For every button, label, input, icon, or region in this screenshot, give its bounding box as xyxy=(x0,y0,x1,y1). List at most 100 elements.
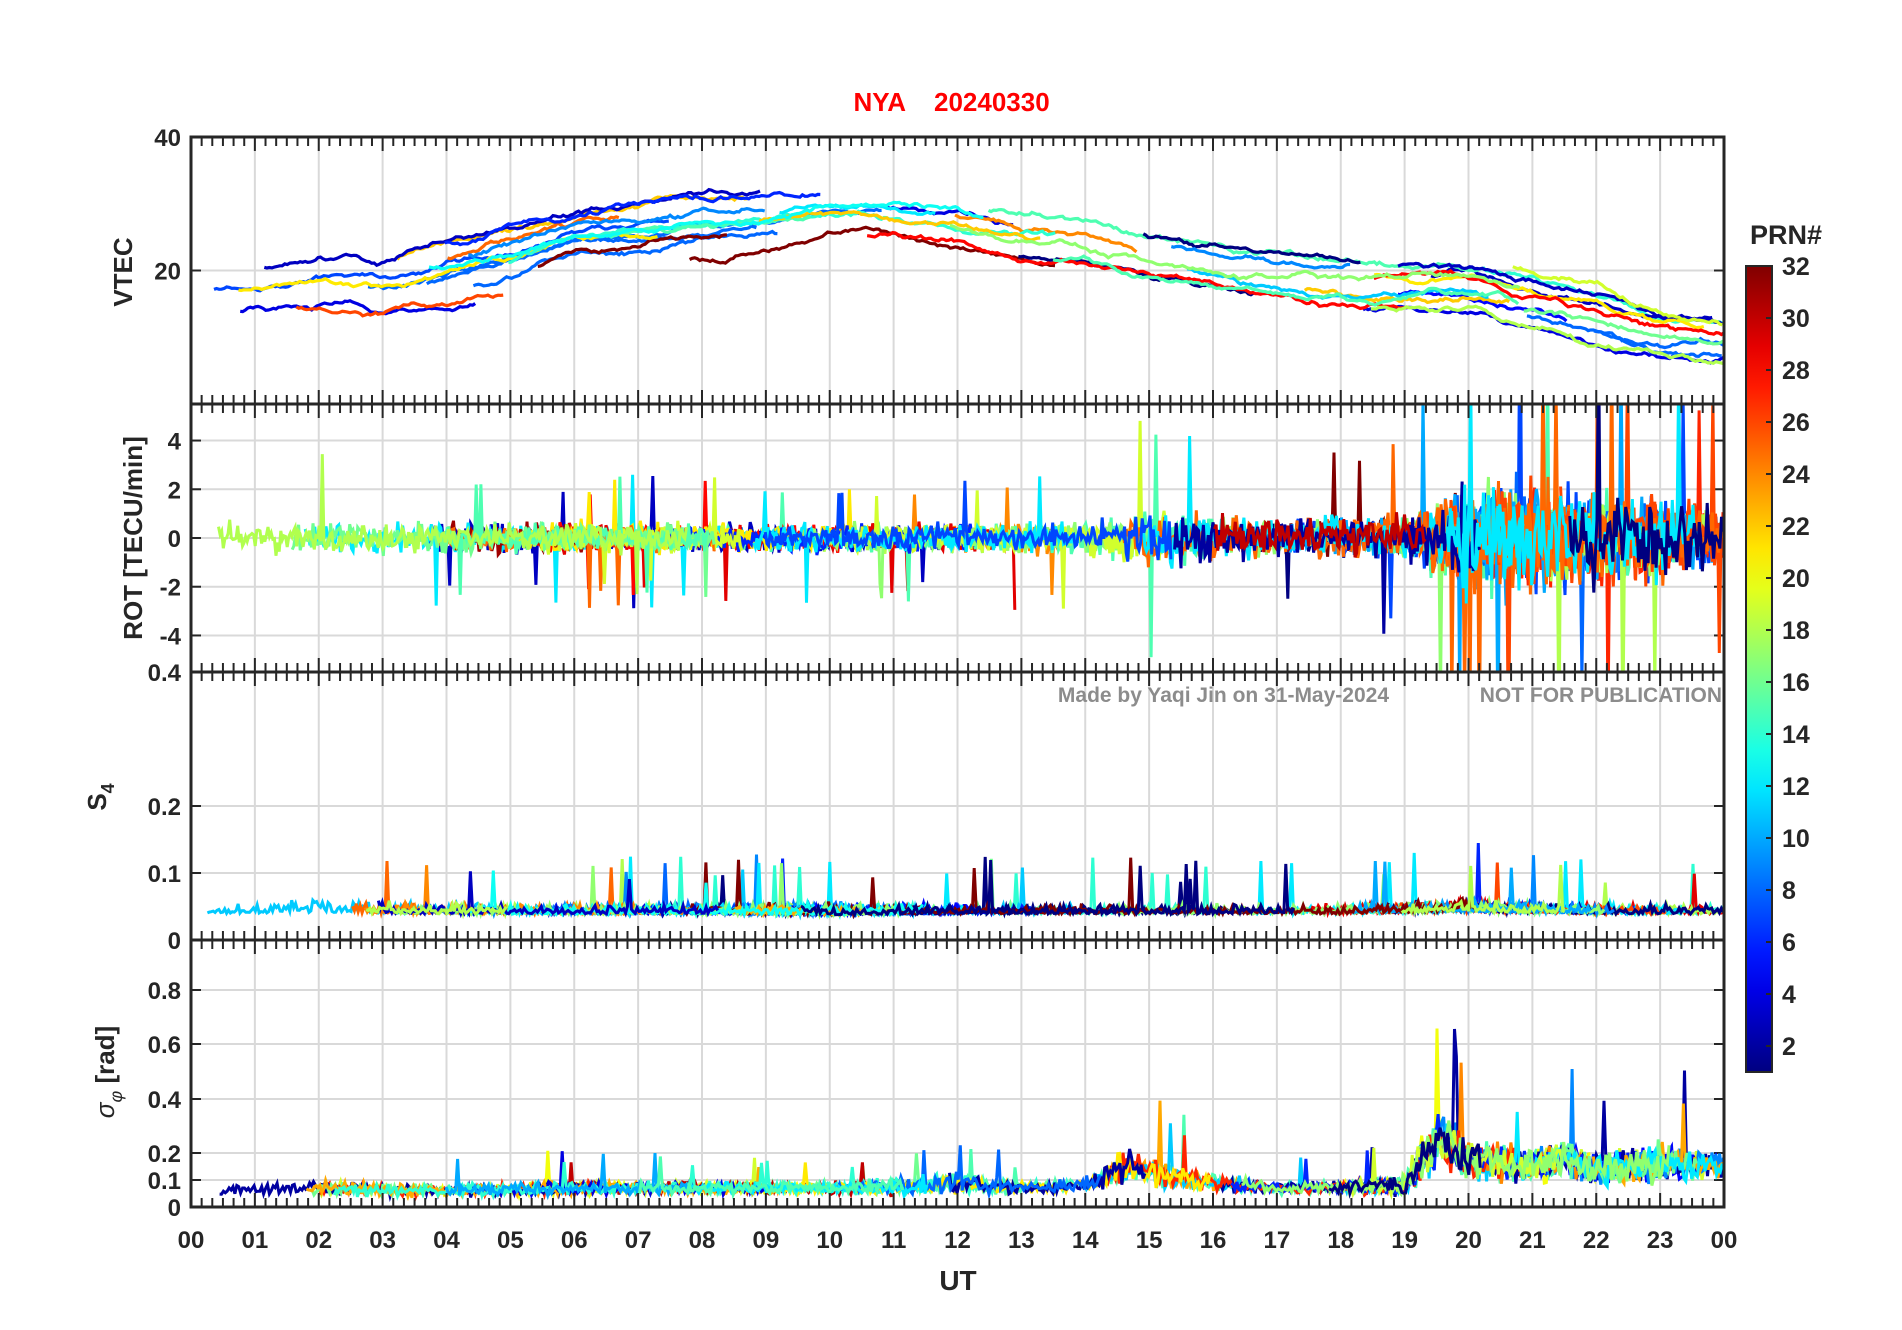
x-tick-labels: 00 01 02 03 04 05 06 07 08 09 10 11 12 13 14 15 16 17 18 19… xyxy=(178,1227,1738,1254)
colorbar-tick-label: 30 xyxy=(1782,305,1810,333)
x-tick-label: 01 xyxy=(242,1227,269,1254)
x-tick-label: 02 xyxy=(305,1227,332,1254)
y-tick-label: 0.4 xyxy=(148,660,182,687)
vtec-trace xyxy=(295,293,504,318)
x-tick-label: 13 xyxy=(1008,1227,1035,1254)
panel-frame xyxy=(189,938,1726,1209)
x-tick-label: 23 xyxy=(1647,1227,1674,1254)
rot-trace xyxy=(1213,512,1427,558)
y-tick-label: 40 xyxy=(154,125,181,152)
colorbar-tick-label: 26 xyxy=(1782,409,1810,437)
vtec-trace xyxy=(1512,265,1723,327)
y-tick-label: 0.1 xyxy=(148,861,181,888)
y-tick-label: -2 xyxy=(160,575,181,602)
vtec-trace xyxy=(1362,304,1724,365)
vtec-trace xyxy=(949,223,1521,290)
y-tick-label: 0.6 xyxy=(148,1032,181,1059)
colorbar-tick-label: 6 xyxy=(1782,929,1796,957)
y-tick-label: 0.8 xyxy=(148,978,181,1005)
vtec-trace xyxy=(263,187,761,270)
vtec-trace xyxy=(954,213,1138,254)
x-tick-label: 16 xyxy=(1200,1227,1227,1254)
svg-text:S4: S4 xyxy=(82,783,118,810)
x-axis-label: UT xyxy=(939,1265,976,1296)
colorbar-tick-label: 12 xyxy=(1782,773,1810,801)
vtec-trace xyxy=(428,200,984,271)
rot-trace xyxy=(763,480,1173,562)
colorbar-tick-label: 18 xyxy=(1782,617,1810,645)
x-tick-label: 15 xyxy=(1136,1227,1163,1254)
colorbar-tick-label: 14 xyxy=(1782,721,1810,749)
y-tick-label: 20 xyxy=(154,259,181,286)
colorbar-tick-label: 32 xyxy=(1782,253,1810,281)
vtec-trace xyxy=(425,224,757,286)
colorbar-tick-label: 16 xyxy=(1782,669,1810,697)
colorbar-label: PRN# xyxy=(1750,220,1822,250)
vtec-trace xyxy=(758,210,1041,242)
trace-layer xyxy=(206,843,1724,921)
y-tick-label: 0 xyxy=(168,1195,181,1222)
vtec-trace xyxy=(1397,261,1713,321)
x-tick-label: 10 xyxy=(816,1227,843,1254)
x-tick-label: 05 xyxy=(497,1227,524,1254)
watermark-author: Made by Yaqi Jin on 31-May-2024 xyxy=(1058,684,1389,707)
x-tick-label: 09 xyxy=(753,1227,780,1254)
colorbar-tick-label: 22 xyxy=(1782,513,1810,541)
y-tick-label: 0 xyxy=(168,526,181,553)
rot-trace xyxy=(1568,404,1724,593)
chart-title-date: 20240330 xyxy=(934,87,1050,117)
colorbar-tick-label: 4 xyxy=(1782,981,1796,1009)
s4-trace xyxy=(365,899,508,917)
rot-panel: 4 2 0 -2 -4 xyxy=(160,402,1726,674)
x-tick-label: 08 xyxy=(689,1227,716,1254)
y-tick-label: 4 xyxy=(168,429,182,456)
vtec-trace xyxy=(1142,232,1361,265)
vtec-trace xyxy=(468,206,766,260)
vtec-trace xyxy=(987,207,1480,273)
trace-layer xyxy=(219,1028,1724,1203)
vtec-trace xyxy=(1526,314,1724,350)
vtec-trace xyxy=(213,218,669,293)
vtec-trace xyxy=(537,233,728,268)
vtec-trace xyxy=(1523,307,1724,346)
trace-layer xyxy=(213,187,1724,366)
x-tick-label: 00 xyxy=(1711,1227,1738,1254)
rot-ylabel: ROT [TECU/min] xyxy=(118,436,148,640)
sigma-phi-trace xyxy=(637,1156,904,1200)
x-tick-label: 21 xyxy=(1519,1227,1546,1254)
s4-trace xyxy=(1400,864,1566,917)
colorbar-tick-label: 8 xyxy=(1782,877,1796,905)
y-tick-label: 0.2 xyxy=(148,794,181,821)
y-tick-label: 0.4 xyxy=(148,1087,182,1114)
vtec-trace xyxy=(1170,244,1351,270)
vtec-trace xyxy=(866,230,1409,311)
y-tick-label: 0.1 xyxy=(148,1168,181,1195)
svg-text:σφ [rad]: σφ [rad] xyxy=(90,1026,126,1118)
x-tick-label: 04 xyxy=(433,1227,460,1254)
x-tick-label: 19 xyxy=(1391,1227,1418,1254)
x-tick-label: 22 xyxy=(1583,1227,1610,1254)
colorbar-tick-label: 10 xyxy=(1782,825,1810,853)
x-tick-label: 03 xyxy=(369,1227,396,1254)
x-tick-label: 12 xyxy=(944,1227,971,1254)
colorbar-tick-label: 20 xyxy=(1782,565,1810,593)
colorbar-gradient xyxy=(1745,265,1773,1073)
rot-trace xyxy=(217,454,688,595)
vtec-trace xyxy=(1370,304,1724,366)
vtec-trace xyxy=(444,190,821,247)
chart-title-station: NYA xyxy=(853,87,906,117)
s4-panel: 0 0.1 0.2 0.4 xyxy=(148,660,1726,955)
x-tick-label: 06 xyxy=(561,1227,588,1254)
y-tick-label: 2 xyxy=(168,477,181,504)
sigma-phi-trace xyxy=(1241,1120,1671,1199)
s4-trace xyxy=(800,859,1295,919)
y-tick-label: 0 xyxy=(168,928,181,955)
colorbar-tick-label: 24 xyxy=(1782,461,1810,489)
s4-ylabel: S4 xyxy=(82,783,118,810)
x-tick-label: 07 xyxy=(625,1227,652,1254)
sigma-phi-trace xyxy=(1513,1111,1724,1191)
x-tick-label: 11 xyxy=(881,1227,906,1254)
